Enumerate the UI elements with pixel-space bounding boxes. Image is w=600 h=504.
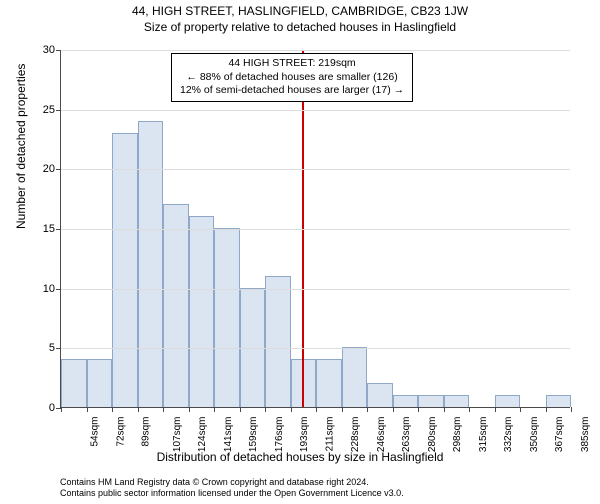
histogram-bar [418,395,444,407]
y-tick-label: 0 [49,402,55,414]
histogram-bar [342,347,368,407]
histogram-bar [393,395,419,407]
x-tick-label: 350sqm [529,417,540,453]
x-tick-label: 54sqm [90,417,101,447]
x-tick-label: 107sqm [172,417,183,453]
histogram-bar [112,133,138,407]
info-line1: 44 HIGH STREET: 219sqm [180,57,404,71]
x-tick-label: 367sqm [554,417,565,453]
y-tick-label: 5 [49,342,55,354]
info-line3: 12% of semi-detached houses are larger (… [180,84,404,98]
x-tick-label: 315sqm [478,417,489,453]
histogram-bar [61,359,87,407]
histogram-bar [240,288,266,407]
title-subtitle: Size of property relative to detached ho… [0,20,600,34]
x-tick-label: 385sqm [580,417,591,453]
histogram-bar [316,359,342,407]
y-tick-label: 10 [43,283,55,295]
histogram-bar [214,228,240,407]
y-tick-label: 30 [43,44,55,56]
x-axis-label: Distribution of detached houses by size … [0,450,600,464]
histogram-bar [444,395,470,407]
x-tick-label: 72sqm [115,417,126,447]
chart-container: 44, HIGH STREET, HASLINGFIELD, CAMBRIDGE… [0,4,600,504]
x-tick-label: 280sqm [427,417,438,453]
x-tick-label: 159sqm [248,417,259,453]
footer-line2: Contains public sector information licen… [60,488,404,500]
y-axis-label: Number of detached properties [14,64,28,229]
x-tick-label: 211sqm [324,417,335,452]
histogram-bar [163,204,189,407]
x-tick-label: 228sqm [350,417,361,453]
y-tick-label: 15 [43,223,55,235]
x-tick-label: 298sqm [452,417,463,453]
x-tick-label: 263sqm [401,417,412,453]
y-tick-label: 25 [43,104,55,116]
histogram-bar [546,395,572,407]
histogram-bar [189,216,215,407]
x-tick-label: 193sqm [299,417,310,453]
histogram-bar [265,276,291,407]
x-tick-label: 246sqm [376,417,387,453]
histogram-bar [138,121,164,407]
plot-area: 44 HIGH STREET: 219sqm ← 88% of detached… [60,50,570,408]
info-box: 44 HIGH STREET: 219sqm ← 88% of detached… [171,53,413,102]
y-tick-label: 20 [43,163,55,175]
histogram-bar [87,359,113,407]
footer: Contains HM Land Registry data © Crown c… [60,477,404,500]
title-address: 44, HIGH STREET, HASLINGFIELD, CAMBRIDGE… [0,4,600,18]
x-tick-label: 176sqm [274,417,285,453]
info-line2: ← 88% of detached houses are smaller (12… [180,71,404,85]
footer-line1: Contains HM Land Registry data © Crown c… [60,477,404,489]
x-tick-label: 332sqm [503,417,514,453]
x-tick-label: 89sqm [141,417,152,447]
x-tick-label: 141sqm [223,417,234,453]
histogram-bar [495,395,521,407]
histogram-bar [367,383,393,407]
x-tick-label: 124sqm [197,417,208,453]
